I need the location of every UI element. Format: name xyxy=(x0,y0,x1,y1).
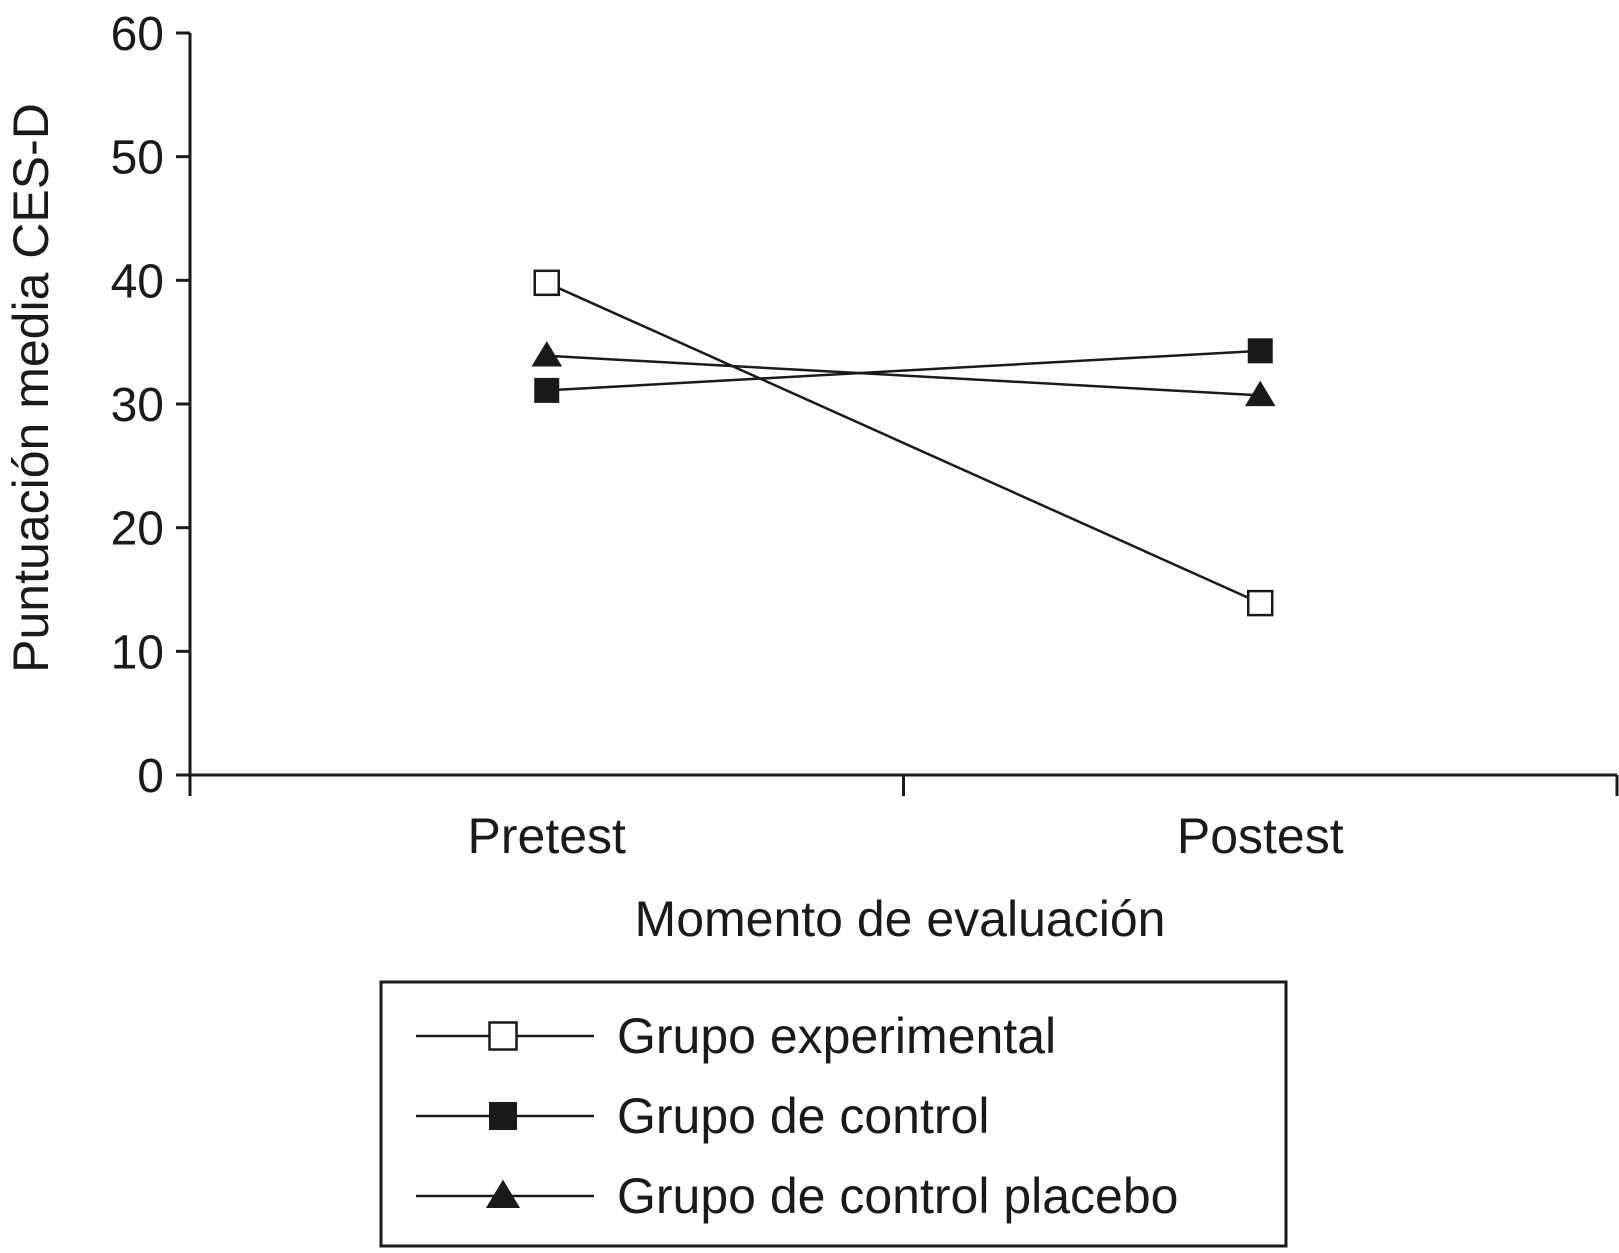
y-tick-label: 0 xyxy=(137,750,164,803)
data-point xyxy=(534,377,560,403)
tick-marks: 0 10 20 30 40 50 60 Pretest Postest xyxy=(111,8,1619,864)
series-line xyxy=(546,281,1261,605)
series-1 xyxy=(533,269,1274,617)
y-axis-label: Puntuación media CES-D xyxy=(3,103,59,673)
series-3 xyxy=(531,341,1276,407)
legend-label: Grupo experimental xyxy=(617,1008,1056,1064)
y-tick-label: 60 xyxy=(111,8,164,61)
legend-marker xyxy=(489,1102,517,1130)
series-line xyxy=(546,354,1261,397)
series-2 xyxy=(534,338,1273,403)
legend-box xyxy=(379,980,1288,1248)
x-axis-label: Momento de evaluación xyxy=(635,891,1166,947)
legend: Grupo experimental Grupo de control Grupo … xyxy=(379,980,1288,1248)
data-point xyxy=(1247,338,1273,364)
legend-marker xyxy=(488,1021,518,1051)
y-tick-label: 50 xyxy=(111,132,164,185)
legend-label: Grupo de control placebo xyxy=(617,1168,1178,1224)
legend-item: Grupo experimental xyxy=(416,1008,1056,1064)
x-tick-label: Postest xyxy=(1177,808,1344,864)
legend-item: Grupo de control placebo xyxy=(416,1168,1178,1224)
x-tick-label: Pretest xyxy=(468,808,627,864)
legend-label: Grupo de control xyxy=(617,1088,989,1144)
y-tick-label: 10 xyxy=(111,626,164,679)
series-line xyxy=(546,349,1261,392)
data-point xyxy=(1244,380,1276,407)
series xyxy=(531,269,1276,617)
axes xyxy=(188,33,1617,796)
y-tick-label: 20 xyxy=(111,503,164,556)
y-tick-label: 30 xyxy=(111,379,164,432)
y-tick-label: 40 xyxy=(111,255,164,308)
legend-item: Grupo de control xyxy=(416,1088,989,1144)
data-point xyxy=(1247,589,1274,617)
data-point xyxy=(531,341,563,367)
legend-marker xyxy=(485,1179,521,1209)
data-point xyxy=(533,269,560,297)
legend-items: Grupo experimental Grupo de control Grupo … xyxy=(416,1008,1178,1224)
